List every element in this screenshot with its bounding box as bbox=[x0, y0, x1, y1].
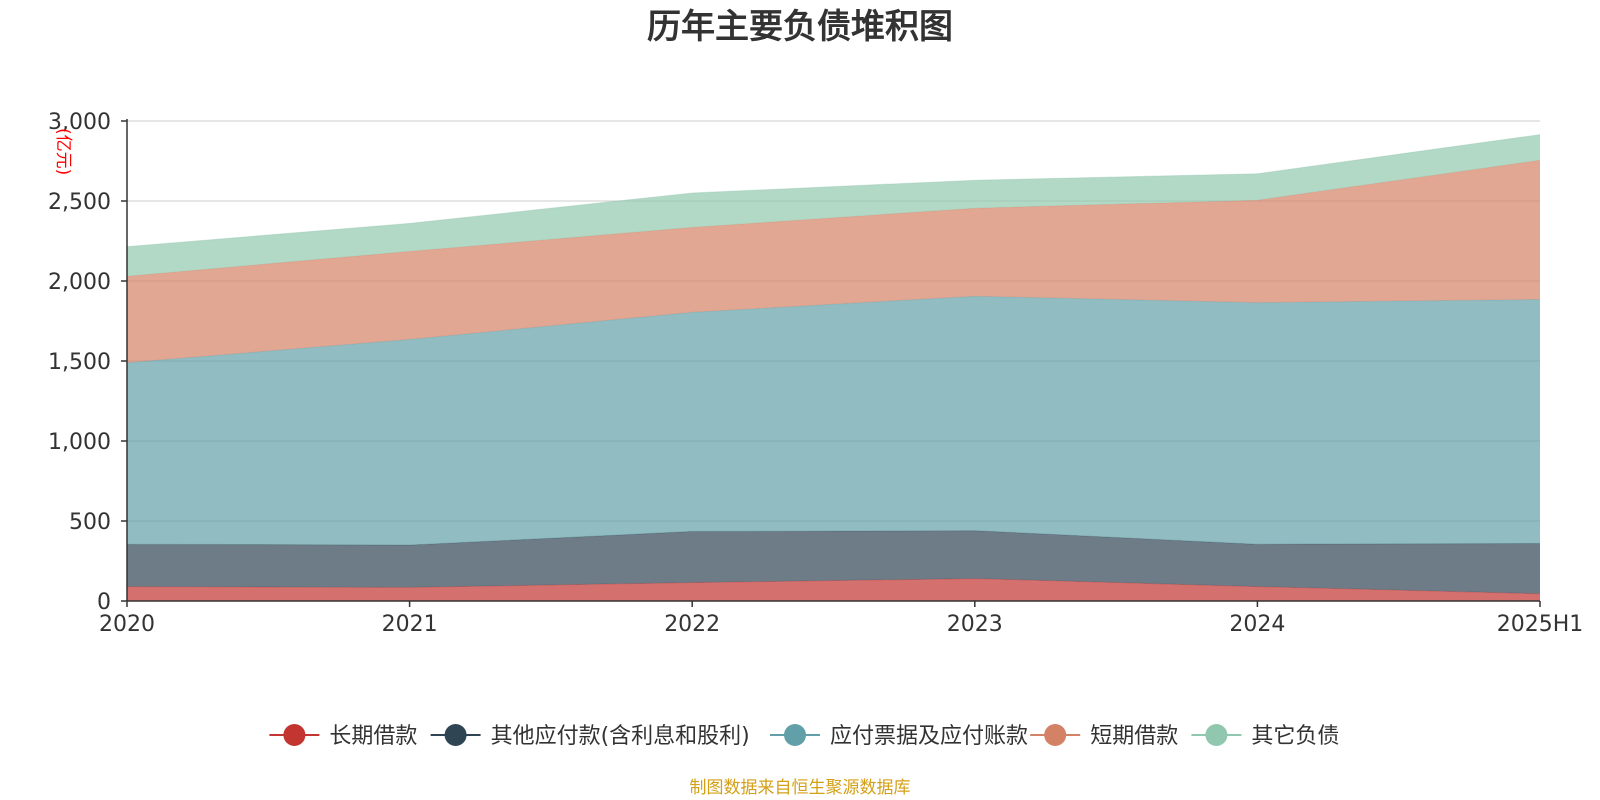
x-tick-label: 2021 bbox=[382, 612, 438, 637]
legend-marker bbox=[1044, 724, 1067, 746]
x-tick-label: 2025H1 bbox=[1497, 612, 1584, 637]
area-series-4-edge bbox=[126, 159, 1541, 277]
legend-item-3: 应付票据及应付账款 bbox=[770, 724, 1028, 749]
legend-marker bbox=[444, 724, 467, 746]
y-tick-label: 0 bbox=[97, 590, 111, 615]
area-series-2 bbox=[127, 530, 1540, 594]
legend-marker bbox=[283, 724, 306, 746]
y-tick-label: 2,500 bbox=[48, 190, 111, 215]
x-tick-label: 2023 bbox=[947, 612, 1003, 637]
y-tick-label: 1,500 bbox=[48, 350, 111, 375]
area-series-5 bbox=[127, 134, 1540, 277]
legend-item-5: 其它负债 bbox=[1191, 724, 1339, 749]
x-tick-label: 2020 bbox=[99, 612, 155, 637]
legend-marker bbox=[784, 724, 806, 746]
x-tick-label: 2024 bbox=[1229, 612, 1285, 637]
legend-marker bbox=[1205, 724, 1228, 746]
legend: 长期借款 其他应付款(含利息和股利) 应付票据及应付账款 短期借款 其它负债 bbox=[269, 724, 1339, 749]
y-tick-label: 3,000 bbox=[48, 110, 111, 135]
x-tick-label: 2022 bbox=[664, 612, 720, 637]
legend-item-2: 其他应付款(含利息和股利) bbox=[430, 724, 750, 749]
area-series-1 bbox=[127, 578, 1540, 601]
area-series-5-edge bbox=[126, 134, 1541, 248]
legend-label: 短期借款 bbox=[1090, 724, 1178, 749]
source-note: 制图数据来自恒生聚源数据库 bbox=[689, 778, 911, 798]
legend-label: 其他应付款(含利息和股利) bbox=[491, 724, 750, 749]
area-series-3 bbox=[127, 296, 1540, 545]
y-axis-unit-label: (亿元) bbox=[53, 128, 73, 175]
y-tick-label: 1,000 bbox=[48, 430, 111, 455]
y-tick-label: 2,000 bbox=[48, 270, 111, 295]
legend-label: 其它负债 bbox=[1251, 724, 1339, 749]
y-tick-label: 500 bbox=[69, 510, 111, 535]
legend-label: 长期借款 bbox=[329, 724, 417, 749]
area-series bbox=[126, 134, 1541, 601]
area-series-4 bbox=[127, 160, 1540, 363]
legend-label: 应付票据及应付账款 bbox=[830, 724, 1028, 749]
legend-item-1: 长期借款 bbox=[269, 724, 417, 749]
axes: 0 500 1,000 1,500 2,000 2,500 3,000 2020 2021 202… bbox=[48, 110, 1583, 637]
legend-item-4: 短期借款 bbox=[1030, 724, 1178, 749]
chart-title: 历年主要负债堆积图 bbox=[647, 7, 953, 47]
